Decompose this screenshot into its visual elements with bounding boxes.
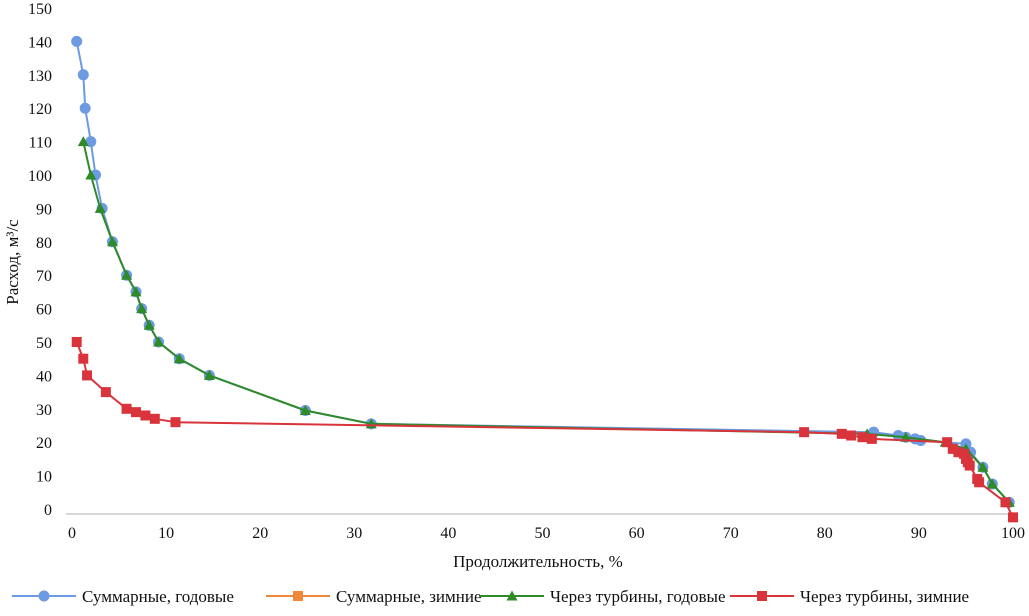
y-tick-label: 10 (36, 469, 52, 486)
y-tick-label: 140 (28, 34, 52, 51)
series-2 (77, 136, 1015, 507)
legend-swatch-marker (757, 591, 767, 601)
series-3-point (866, 433, 877, 444)
x-tick-label: 30 (346, 525, 362, 542)
y-tick-labels: 0 10 20 30 40 50 60 70 80 90 100 110 120 130 140 150 (28, 1, 52, 519)
series-0-point (79, 102, 91, 114)
series-2-point (136, 303, 148, 314)
y-tick-label: 110 (29, 135, 52, 152)
series-2-point (299, 404, 311, 415)
legend-swatch-marker (38, 590, 50, 602)
series-3-point (947, 443, 958, 454)
series-3-point (121, 403, 132, 414)
legend-entry: Через турбины, зимние (730, 587, 969, 606)
y-tick-label: 80 (36, 235, 52, 252)
legend-entry: Суммарные, зимние (266, 587, 482, 606)
series-3-point (170, 417, 181, 428)
series-3-point (799, 427, 810, 438)
legend-swatch-marker (293, 591, 303, 601)
y-axis-title: Расход, м³/с (3, 219, 22, 305)
x-tick-label: 0 (68, 525, 76, 542)
series-3-point (964, 460, 975, 471)
series-3-point (942, 437, 953, 448)
x-tick-label: 60 (629, 525, 645, 542)
series-3-point (140, 410, 151, 421)
y-tick-label: 40 (36, 368, 52, 385)
series-3-point (78, 353, 89, 364)
series-2-point (900, 431, 912, 442)
x-tick-label: 90 (911, 525, 927, 542)
x-tick-labels: 0 10 20 30 40 50 60 70 80 90 100 (68, 525, 1025, 542)
series-0-point (71, 35, 83, 47)
series-3-point (82, 370, 93, 381)
legend-entry: Суммарные, годовые (12, 587, 234, 606)
x-axis-title: Продолжительность, % (453, 552, 623, 571)
y-tick-label: 90 (36, 201, 52, 218)
x-tick-label: 40 (440, 525, 456, 542)
series-2-point (153, 336, 165, 347)
x-tick-label: 80 (817, 525, 833, 542)
legend: Суммарные, годовые Суммарные, зимние Через… (12, 587, 969, 606)
series-2-point (143, 319, 155, 330)
x-tick-label: 10 (158, 525, 174, 542)
series-3-point (71, 337, 82, 347)
series-2-point (106, 236, 118, 247)
series-3-point (100, 387, 111, 398)
series-2-point (77, 136, 89, 147)
series-3 (71, 337, 1018, 523)
legend-label: Через турбины, зимние (800, 587, 969, 606)
series-2-point (986, 478, 998, 489)
legend-swatch-marker (506, 590, 518, 601)
y-tick-label: 120 (28, 101, 52, 118)
legend-label: Через турбины, годовые (550, 587, 726, 606)
series-2-point (173, 353, 185, 364)
series-2-point (130, 286, 142, 297)
series-2-point (94, 202, 106, 213)
y-tick-label: 0 (44, 502, 52, 519)
series-3-point (857, 432, 868, 443)
y-tick-label: 100 (28, 168, 52, 185)
series-3-point (1000, 497, 1011, 508)
y-tick-label: 60 (36, 302, 52, 319)
series-3-point (1008, 512, 1018, 523)
series-group (71, 35, 1018, 523)
series-3-point (846, 430, 857, 441)
y-tick-label: 50 (36, 335, 52, 352)
series-3-point (130, 407, 141, 418)
y-tick-label: 150 (28, 1, 52, 18)
legend-label: Суммарные, зимние (336, 587, 482, 606)
series-3-point (953, 447, 964, 458)
series-3-point (149, 413, 160, 424)
y-tick-label: 30 (36, 402, 52, 419)
x-tick-label: 100 (1001, 525, 1025, 542)
x-tick-label: 20 (252, 525, 268, 542)
y-tick-label: 70 (36, 268, 52, 285)
x-tick-label: 70 (723, 525, 739, 542)
series-2-point (121, 269, 133, 280)
legend-entry: Через турбины, годовые (480, 587, 726, 606)
y-tick-label: 20 (36, 435, 52, 452)
series-2-point (203, 369, 215, 380)
series-3-point (974, 477, 985, 488)
y-tick-label: 130 (28, 68, 52, 85)
legend-label: Суммарные, годовые (82, 587, 234, 606)
series-2-point (85, 169, 97, 180)
x-tick-label: 50 (535, 525, 551, 542)
series-2-line (82, 141, 1010, 503)
series-3-point (836, 428, 847, 439)
series-2-point (977, 461, 989, 472)
series-3-point (959, 448, 970, 459)
series-0-point (77, 69, 89, 81)
